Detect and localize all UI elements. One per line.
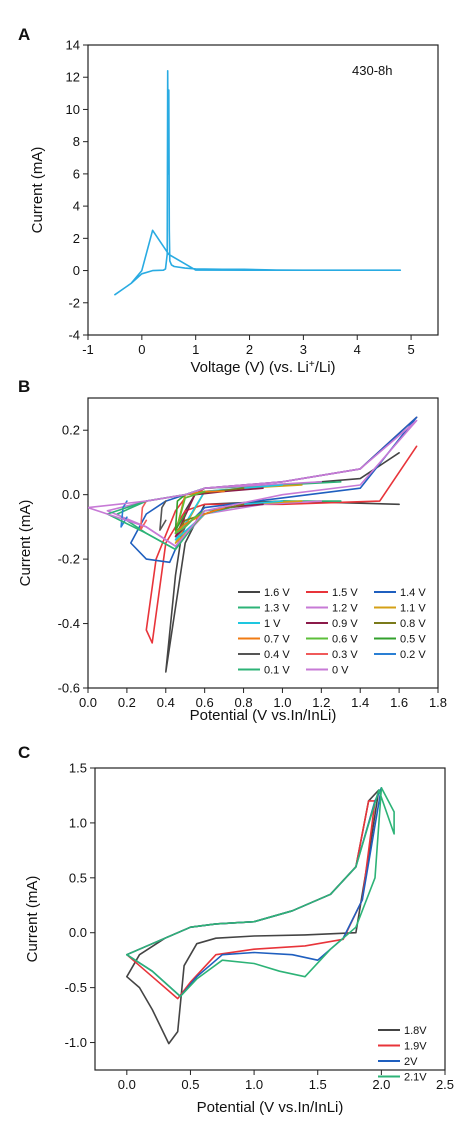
y-tick-label: 1.0	[69, 815, 87, 830]
x-tick-label: 2.5	[436, 1077, 454, 1092]
x-tick-label: 1.6	[390, 695, 408, 710]
panel-letter: A	[18, 25, 30, 44]
legend-label: 1.3 V	[264, 603, 290, 615]
y-tick-label: 4	[73, 199, 80, 214]
x-tick-label: 1	[192, 342, 199, 357]
y-tick-label: 2	[73, 231, 80, 246]
legend-label: 0.9 V	[332, 618, 358, 630]
x-tick-label: 0.0	[118, 1077, 136, 1092]
y-tick-label: -0.2	[58, 552, 80, 567]
panel-letter: B	[18, 377, 30, 396]
x-tick-label: 0.4	[157, 695, 175, 710]
series-line-2_1V	[127, 788, 394, 997]
y-axis-label: Current (mA)	[24, 876, 41, 963]
legend-label: 0.8 V	[400, 618, 426, 630]
y-tick-label: 0.5	[69, 870, 87, 885]
x-tick-label: 1.4	[351, 695, 369, 710]
y-tick-label: -2	[68, 295, 80, 310]
y-tick-label: 14	[66, 38, 80, 53]
legend-label: 1.6 V	[264, 587, 290, 599]
y-tick-label: 12	[66, 70, 80, 85]
y-tick-label: -0.4	[58, 616, 80, 631]
y-tick-label: 8	[73, 134, 80, 149]
legend-label: 0 V	[332, 665, 349, 677]
x-axis-label: Voltage (V) (vs. Li+/Li)	[190, 359, 335, 377]
legend-label: 1.8V	[404, 1025, 427, 1037]
x-tick-label: 2.0	[372, 1077, 390, 1092]
y-tick-label: -4	[68, 328, 80, 343]
series-line-2V	[127, 788, 382, 997]
x-tick-label: 1.0	[245, 1077, 263, 1092]
x-tick-label: 2	[246, 342, 253, 357]
legend-label: 0.2 V	[400, 649, 426, 661]
chart-panel-c: C 0.0 0.5 1.0 1.5 2.0 2.5 -1.0 -0.5 0.0 0.5 1.0 1.5 P…	[18, 743, 454, 1116]
legend-label: 1.1 V	[400, 603, 426, 615]
plot-frame	[88, 398, 438, 688]
panel-letter: C	[18, 743, 30, 762]
x-tick-label: 0.0	[79, 695, 97, 710]
y-tick-label: -0.6	[58, 681, 80, 696]
legend-label: 1.9V	[404, 1041, 427, 1053]
series-line-0_4V	[160, 501, 166, 530]
series-line-0	[115, 71, 400, 295]
legend-label: 2.1V	[404, 1072, 427, 1084]
legend-label: 1 V	[264, 618, 281, 630]
x-tick-label: 3	[300, 342, 307, 357]
series-line-1_8V	[127, 790, 379, 1044]
y-tick-label: 6	[73, 166, 80, 181]
chart-panel-b: B0.0 0.2 0.4 0.6 0.8 1.0 1.2 1.4 1.6 1.8-0.6-0.4-…	[17, 377, 447, 724]
y-tick-label: 0.0	[69, 925, 87, 940]
legend-label: 0.5 V	[400, 634, 426, 646]
legend-label: 0.6 V	[332, 634, 358, 646]
legend-label: 2V	[404, 1056, 418, 1068]
x-tick-label: 0.2	[118, 695, 136, 710]
x-axis-label: Potential (V vs.In/InLi)	[190, 707, 337, 724]
legend-label: 0.7 V	[264, 634, 290, 646]
plot-frame	[95, 768, 445, 1070]
x-tick-label: -1	[82, 342, 94, 357]
y-tick-label: 1.5	[69, 761, 87, 776]
legend-label: 0.3 V	[332, 649, 358, 661]
legend-label: 1.4 V	[400, 587, 426, 599]
legend-label: 0.4 V	[264, 649, 290, 661]
legend: 1.8V 1.9V 2V 2.1V	[378, 1025, 427, 1084]
y-tick-label: 0	[73, 263, 80, 278]
y-axis-label: Current (mA)	[29, 147, 46, 234]
series-line-1_4V	[131, 417, 417, 562]
series-line-1_9V	[127, 801, 375, 999]
y-tick-label: -0.5	[65, 980, 87, 995]
legend-label: 1.5 V	[332, 587, 358, 599]
x-tick-label: 5	[407, 342, 414, 357]
x-tick-label: 0	[138, 342, 145, 357]
x-tick-label: 1.8	[429, 695, 447, 710]
y-tick-label: -1.0	[65, 1035, 87, 1050]
x-axis-label: Potential (V vs.In/InLi)	[197, 1099, 344, 1116]
x-tick-label: 1.5	[309, 1077, 327, 1092]
x-tick-label: 4	[354, 342, 361, 357]
legend-label: 1.2 V	[332, 603, 358, 615]
y-tick-label: 10	[66, 102, 80, 117]
y-axis-label: Current (mA)	[17, 500, 34, 587]
plot-frame	[88, 45, 438, 335]
x-tick-label: 0.5	[181, 1077, 199, 1092]
chart-annotation: 430-8h	[352, 63, 392, 78]
legend-label: 0.1 V	[264, 665, 290, 677]
y-tick-label: 0.2	[62, 423, 80, 438]
y-tick-label: 0.0	[62, 487, 80, 502]
legend: 1.6 V 1.5 V 1.4 V 1.3 V 1.2 V 1.1 V 1 V 0.9 V 0.…	[238, 587, 426, 677]
